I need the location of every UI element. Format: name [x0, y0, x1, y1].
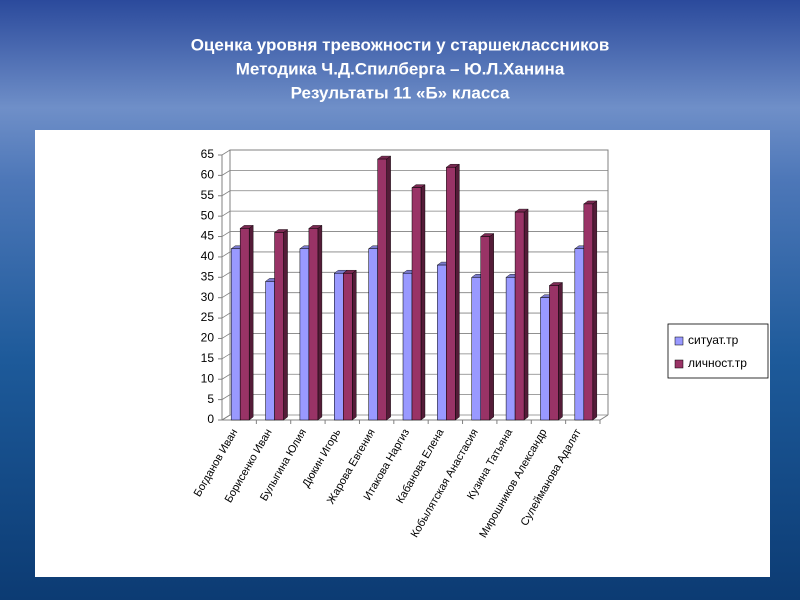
bar — [437, 264, 447, 421]
y-tick-label: 0 — [207, 412, 214, 426]
y-tick-label: 55 — [201, 188, 215, 202]
y-tick-label: 60 — [201, 168, 215, 182]
bar-side — [489, 233, 494, 421]
bar — [239, 228, 250, 421]
bar-side — [592, 200, 598, 421]
bar — [299, 248, 310, 421]
legend-label: личност.тр — [688, 356, 747, 370]
y-tick-label: 25 — [201, 310, 215, 324]
bar — [368, 248, 378, 421]
bar — [230, 248, 241, 421]
bar-side — [523, 208, 529, 421]
bar — [583, 203, 594, 421]
y-tick-label: 20 — [201, 331, 215, 345]
legend-label: ситуат.тр — [688, 333, 739, 347]
y-tick-label: 15 — [201, 351, 215, 365]
bar — [540, 297, 550, 421]
bar — [446, 166, 456, 421]
chart-title: Оценка уровня тревожности у старшеклассн… — [191, 35, 610, 54]
y-tick-label: 5 — [207, 392, 214, 406]
grid-line — [221, 190, 608, 197]
bar — [334, 272, 344, 421]
grid-line — [221, 231, 608, 237]
chart-title: Результаты 11 «Б» класса — [291, 83, 510, 102]
grid-line — [221, 149, 608, 156]
y-tick-label: 35 — [201, 269, 215, 283]
title: Оценка уровня тревожности у старшеклассн… — [191, 35, 610, 102]
grid-line — [221, 210, 608, 217]
y-tick-label: 30 — [201, 290, 215, 304]
legend-swatch — [674, 359, 684, 369]
y-tick-label: 45 — [201, 229, 215, 243]
bar — [514, 211, 525, 421]
bar-side — [558, 282, 563, 421]
y-tick-label: 40 — [201, 249, 215, 263]
chart-title: Методика Ч.Д.Спилберга – Ю.Л.Ханина — [236, 59, 565, 78]
bar-side — [386, 155, 391, 421]
bar — [308, 228, 319, 421]
bar — [480, 236, 490, 421]
bar-side — [352, 269, 357, 421]
y-tick-label: 10 — [201, 371, 215, 385]
legend-box — [667, 323, 769, 379]
bar-side — [455, 163, 460, 421]
bar — [265, 281, 275, 421]
bar — [411, 187, 422, 421]
bar — [505, 277, 516, 421]
y-tick-label: 50 — [201, 208, 215, 222]
bar — [574, 248, 585, 421]
bar — [377, 158, 387, 421]
bar — [343, 272, 353, 421]
bar — [274, 232, 284, 421]
bar-side — [283, 229, 288, 421]
bar-side — [248, 224, 254, 421]
bar — [402, 272, 413, 421]
y-tick-label: 65 — [201, 147, 215, 161]
bar — [471, 277, 481, 421]
bar-side — [317, 224, 323, 421]
bar-side — [420, 184, 426, 421]
bar — [549, 285, 559, 421]
grid-line — [221, 169, 608, 176]
legend-swatch — [674, 336, 684, 346]
